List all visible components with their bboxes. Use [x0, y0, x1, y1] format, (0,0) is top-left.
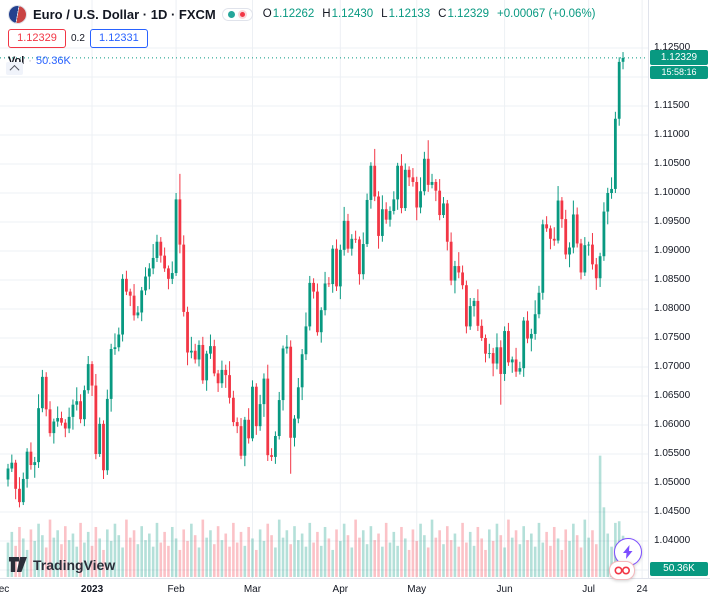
tradingview-logo[interactable]: TradingView: [8, 556, 115, 573]
price-scale-label: 1.09500: [654, 216, 691, 227]
price-scale-label: 1.12500: [654, 42, 691, 53]
close-value: 1.12329: [447, 8, 490, 20]
high-readout: H1.12430: [322, 8, 373, 20]
price-scale-label: 1.05000: [654, 477, 691, 488]
candles-layer: [6, 52, 625, 508]
time-scale-label: Apr: [332, 584, 349, 595]
price-scale-label: 1.11000: [654, 129, 690, 140]
price-scale-label: 1.06000: [654, 419, 691, 430]
price-scale-label: 1.06500: [654, 390, 691, 401]
tradingview-logo-text: TradingView: [33, 556, 116, 573]
volume-legend-row[interactable]: Vol · 50.36K: [8, 55, 596, 67]
time-scale-label: 2023: [80, 584, 104, 595]
time-scale-label: 24: [636, 584, 648, 595]
price-scale-label: 1.10500: [654, 158, 691, 169]
open-label: O: [262, 8, 272, 20]
price-scale-label: 1.07500: [654, 332, 691, 343]
time-scale-label: Jul: [582, 584, 596, 595]
data-ok-dot-icon: [227, 10, 235, 18]
ohlc-readout: O1.12262 H1.12430 L1.12133 C1.12329 +0.0…: [263, 8, 596, 20]
price-scale-label: 1.04500: [654, 506, 691, 517]
low-label: L: [381, 8, 388, 20]
current-price-badge: 1.12329: [650, 50, 708, 65]
symbol-title[interactable]: Euro / U.S. Dollar · 1D · FXCM: [33, 6, 216, 22]
high-value: 1.12430: [331, 8, 374, 20]
close-label: C: [438, 8, 447, 20]
bar-countdown-badge: 15:58:16: [650, 66, 708, 79]
tradingview-logo-icon: [9, 557, 27, 572]
double-circle-icon: [613, 566, 630, 575]
volume-axis-badge: 50.36K: [650, 562, 708, 576]
change-value: +0.00067 (+0.06%): [497, 8, 596, 20]
volume-separator: ·: [28, 55, 32, 67]
low-readout: L1.12133: [381, 8, 430, 20]
bid-ask-widget: 1.12329 0.2 1.12331: [8, 29, 596, 48]
open-readout: O1.12262: [263, 8, 315, 20]
price-scale-label: 1.04000: [654, 535, 691, 546]
symbol-row: Euro / U.S. Dollar · 1D · FXCM O1.12262 …: [8, 4, 596, 24]
buy-ask-button[interactable]: 1.12331: [89, 29, 148, 48]
sell-bid-button[interactable]: 1.12329: [8, 29, 66, 48]
chart-legend: Euro / U.S. Dollar · 1D · FXCM O1.12262 …: [8, 4, 596, 67]
open-value: 1.12262: [272, 8, 315, 20]
collapse-pane-button[interactable]: [6, 62, 23, 75]
price-scale-label: 1.07000: [654, 361, 691, 372]
time-scale-label: Jun: [496, 584, 513, 595]
high-label: H: [322, 8, 331, 20]
price-scale-label: 1.08500: [654, 274, 691, 285]
low-value: 1.12133: [388, 8, 431, 20]
volume-value: 50.36K: [35, 55, 71, 67]
time-scale-label: Feb: [167, 584, 185, 595]
symbol-icon: [8, 4, 27, 24]
price-scale-label: 1.08000: [654, 303, 691, 314]
price-scale-label: 1.10000: [654, 187, 691, 198]
chevron-up-icon: [9, 64, 20, 75]
price-scale-label: 1.05500: [654, 448, 691, 459]
lightning-icon: [623, 545, 633, 559]
time-scale-label: May: [407, 584, 427, 595]
time-scale-label: Mar: [243, 584, 262, 595]
spread-value: 0.2: [71, 33, 85, 44]
volume-layer: [6, 455, 625, 577]
trading-panel-button[interactable]: [609, 561, 635, 580]
status-pill[interactable]: [221, 7, 253, 21]
time-scale[interactable]: Dec 2023 Feb Mar Apr May Jun Jul 24: [0, 578, 710, 600]
alert-dot-icon: [239, 11, 245, 17]
price-scale[interactable]: 1.12329 15:58:16 50.36K 1.125001.120001.…: [648, 0, 710, 578]
price-scale-label: 1.11500: [654, 100, 690, 111]
price-scale-label: 1.09000: [654, 245, 691, 256]
time-scale-label: Dec: [0, 584, 10, 595]
grid-layer: [0, 0, 648, 578]
close-readout: C1.12329: [438, 8, 489, 20]
